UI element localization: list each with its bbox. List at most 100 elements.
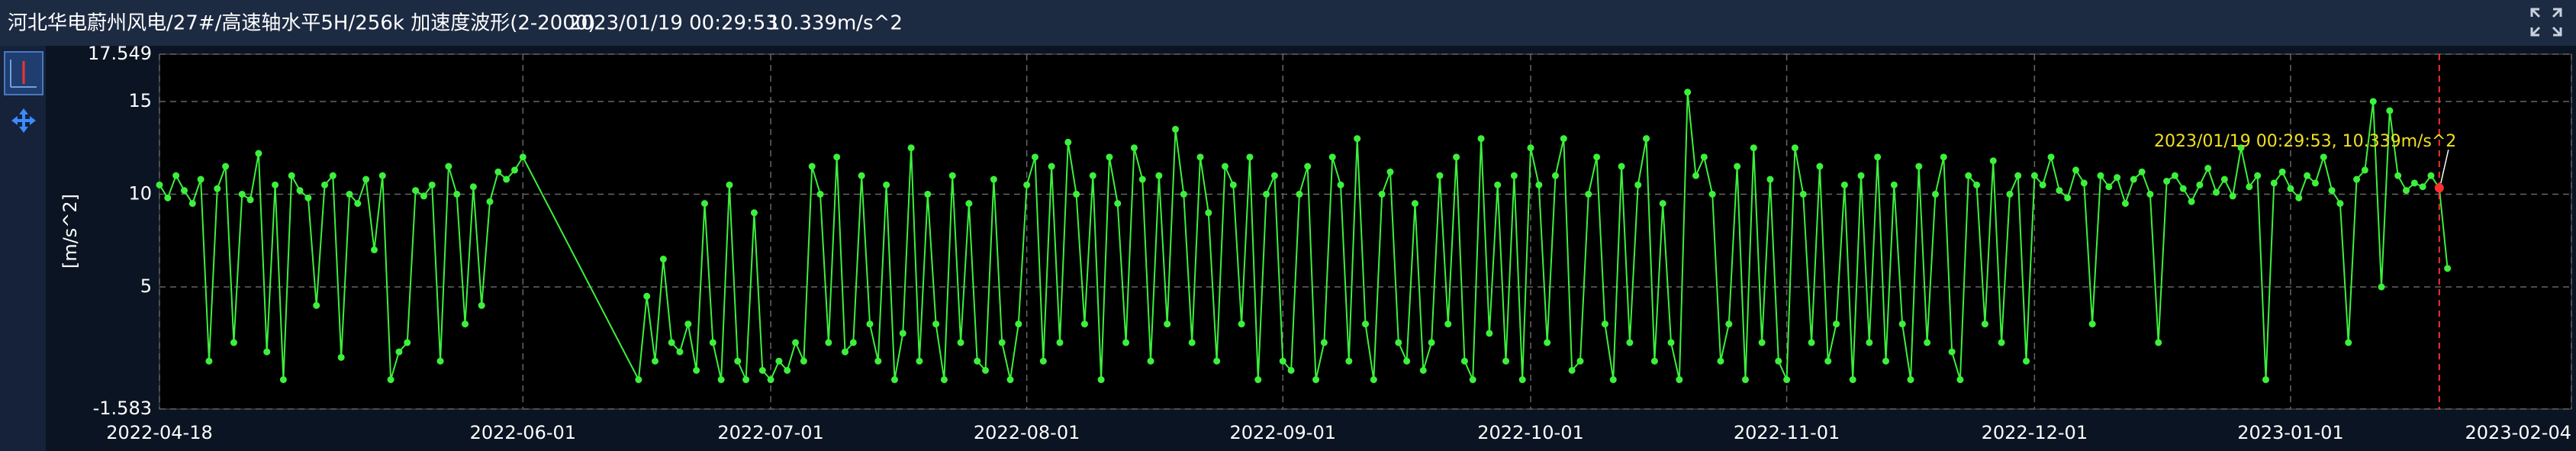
y-axis-label: [m/s^2] — [60, 194, 81, 269]
y-tick-label: -1.583 — [93, 398, 152, 419]
cursor-point — [2434, 183, 2444, 193]
data-point — [932, 321, 940, 328]
data-point — [1833, 321, 1840, 328]
data-point — [494, 168, 502, 176]
data-point — [1866, 339, 1873, 346]
data-point — [1593, 153, 1601, 161]
data-point — [304, 194, 312, 201]
data-point — [1634, 181, 1642, 188]
data-point — [775, 357, 783, 365]
data-point — [2023, 357, 2030, 365]
data-point — [180, 187, 188, 195]
data-point — [329, 172, 336, 179]
data-point — [2080, 179, 2088, 187]
data-point — [2155, 339, 2162, 346]
data-point — [1031, 153, 1038, 161]
data-point — [1048, 163, 1055, 170]
data-point — [833, 153, 841, 161]
toolbar — [0, 46, 46, 451]
data-point — [404, 339, 411, 346]
data-point — [825, 339, 832, 346]
data-point — [1469, 376, 1476, 384]
data-point — [808, 163, 816, 170]
x-tick-label: 2022-09-01 — [1230, 422, 1336, 443]
data-point — [2196, 181, 2204, 188]
data-point — [1238, 321, 1245, 328]
data-point — [800, 357, 807, 365]
data-point — [1229, 181, 1237, 188]
data-point — [2287, 185, 2294, 192]
data-point — [1849, 376, 1856, 384]
data-point — [652, 357, 659, 365]
data-point — [1915, 163, 1923, 170]
cursor-tool-button[interactable] — [4, 51, 43, 95]
data-point — [462, 321, 469, 328]
data-point — [643, 292, 651, 300]
y-tick-label: 10 — [128, 182, 152, 204]
data-point — [453, 190, 461, 198]
data-point — [784, 366, 791, 374]
data-point — [709, 339, 716, 346]
data-point — [1428, 339, 1435, 346]
header-title: 河北华电蔚州风电/27#/高速轴水平5H/256k 加速度波形(2-2000) — [8, 12, 596, 35]
data-point — [362, 176, 370, 183]
fullscreen-button[interactable] — [2530, 8, 2562, 37]
data-point — [1015, 321, 1022, 328]
data-point — [2427, 172, 2435, 179]
data-point — [2419, 183, 2426, 191]
data-point — [1287, 366, 1295, 374]
data-point — [1609, 376, 1617, 384]
data-point — [2410, 179, 2418, 187]
data-point — [676, 348, 684, 356]
data-point — [2014, 172, 2022, 179]
data-point — [387, 376, 394, 384]
data-point — [296, 187, 304, 195]
data-point — [1155, 172, 1163, 179]
data-point — [1924, 339, 1931, 346]
data-point — [2047, 153, 2055, 161]
data-point — [1626, 339, 1634, 346]
data-point — [734, 357, 742, 365]
data-point — [1808, 339, 1815, 346]
data-point — [858, 172, 865, 179]
data-point — [1857, 172, 1865, 179]
data-point — [214, 185, 221, 192]
data-point — [2254, 172, 2262, 179]
data-point — [2097, 172, 2104, 179]
data-point — [940, 376, 948, 384]
data-point — [2295, 194, 2303, 201]
data-point — [445, 163, 452, 170]
data-point — [1362, 321, 1369, 328]
data-point — [246, 196, 254, 204]
data-point — [2361, 166, 2368, 174]
data-point — [2229, 192, 2236, 200]
data-point — [1981, 321, 1988, 328]
data-point — [1279, 357, 1286, 365]
data-point — [2262, 376, 2269, 384]
data-point — [2220, 176, 2228, 183]
data-point — [1692, 172, 1700, 179]
data-point — [1444, 321, 1452, 328]
pan-tool-button[interactable] — [11, 108, 36, 133]
data-point — [412, 187, 420, 195]
data-point — [2088, 321, 2096, 328]
data-point — [1989, 157, 1997, 165]
data-point — [1824, 357, 1832, 365]
data-point — [1337, 181, 1344, 188]
data-point — [428, 181, 436, 188]
data-point — [1328, 153, 1336, 161]
data-point — [197, 176, 204, 183]
data-point — [370, 246, 378, 253]
data-point — [948, 172, 956, 179]
data-point — [1270, 172, 1278, 179]
data-point — [2121, 200, 2129, 208]
data-point — [1618, 163, 1625, 170]
data-point — [1196, 153, 1204, 161]
data-point — [1114, 200, 1122, 208]
data-point — [2114, 174, 2121, 182]
data-point — [1188, 339, 1196, 346]
data-point — [321, 181, 329, 188]
data-point — [2072, 166, 2079, 174]
data-point — [1378, 190, 1386, 198]
data-point — [2270, 179, 2278, 187]
